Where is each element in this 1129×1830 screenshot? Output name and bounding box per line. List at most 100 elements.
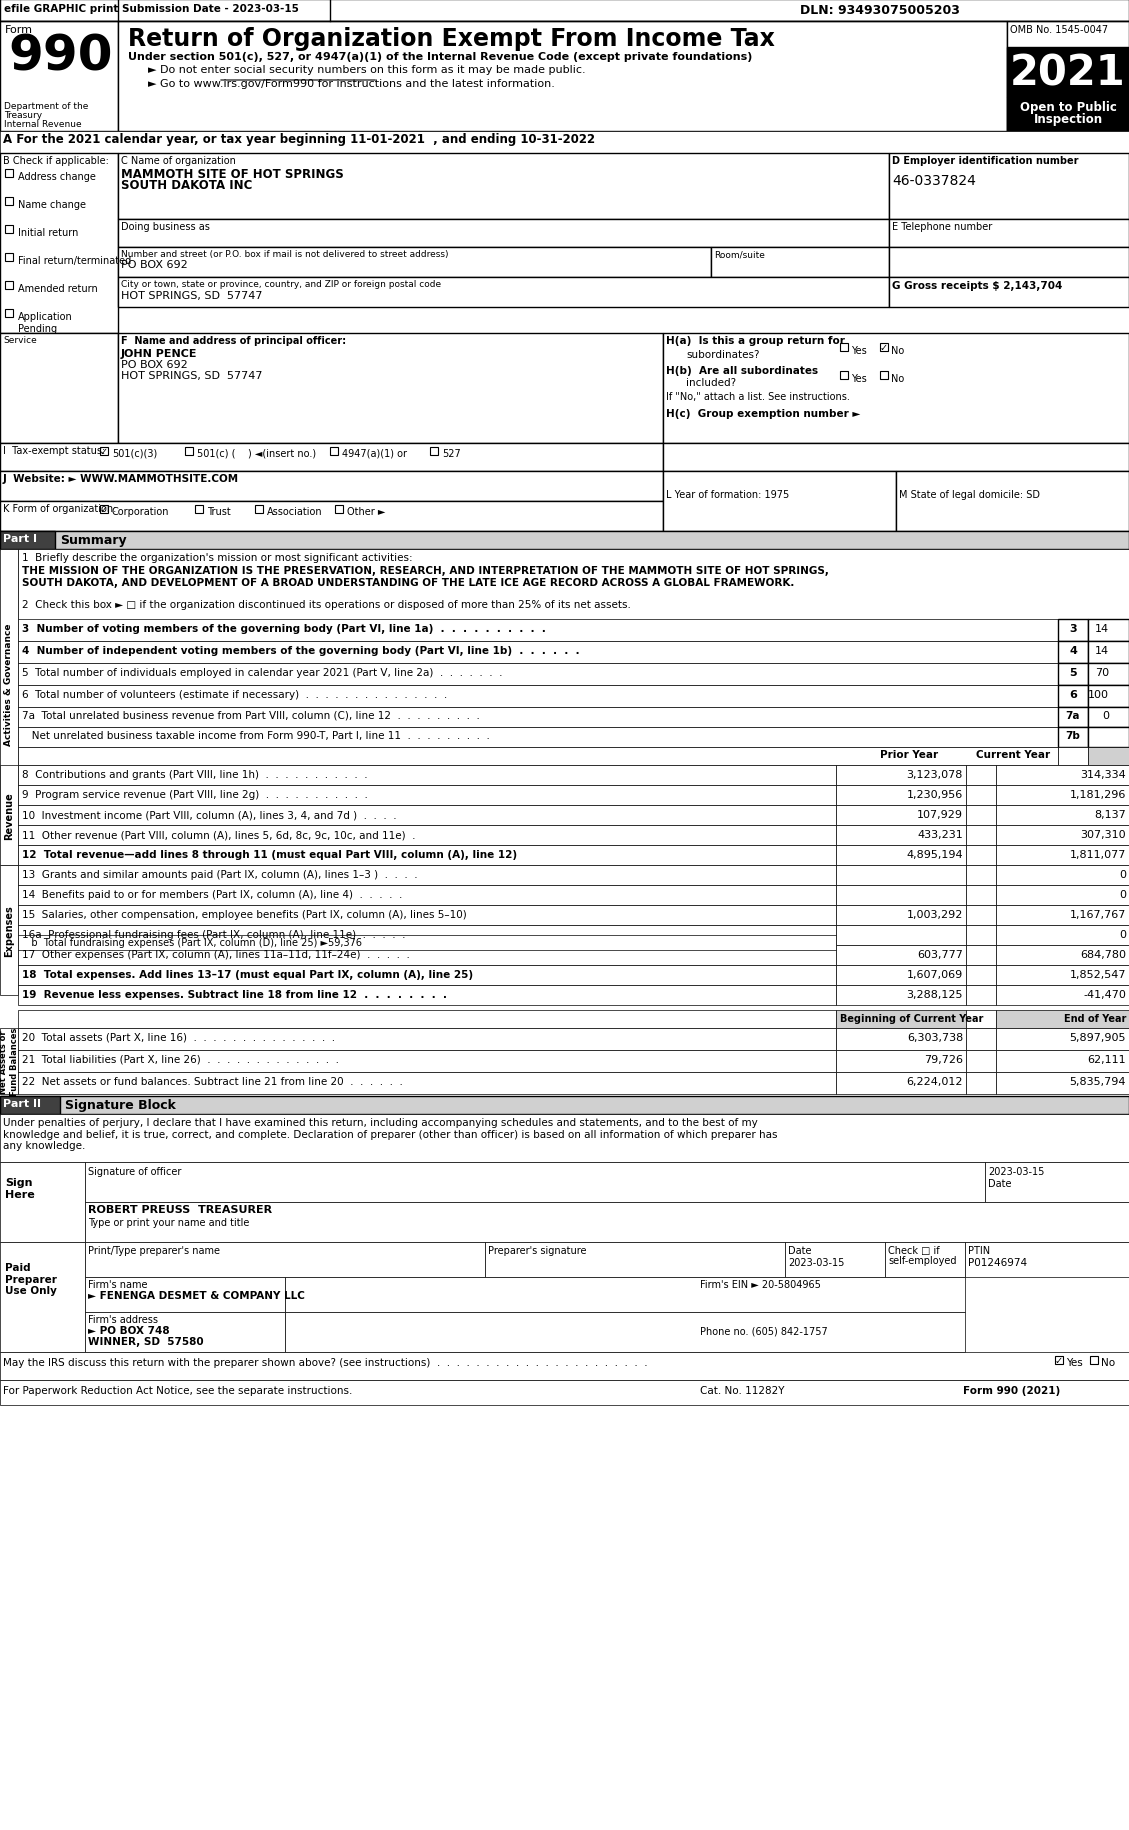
Bar: [835, 926, 966, 946]
Bar: [835, 845, 966, 866]
Text: 20  Total assets (Part X, line 16)  .  .  .  .  .  .  .  .  .  .  .  .  .  .  .: 20 Total assets (Part X, line 16) . . . …: [21, 1032, 335, 1043]
Text: Number and street (or P.O. box if mail is not delivered to street address): Number and street (or P.O. box if mail i…: [121, 251, 448, 258]
Text: Form 990 (2021): Form 990 (2021): [963, 1385, 1060, 1394]
Text: B Check if applicable:: B Check if applicable:: [3, 156, 108, 167]
Text: Preparer's signature: Preparer's signature: [488, 1246, 586, 1255]
Text: 6,303,738: 6,303,738: [907, 1032, 963, 1043]
Text: 107,929: 107,929: [917, 809, 963, 820]
Text: Under penalties of perjury, I declare that I have examined this return, includin: Under penalties of perjury, I declare th…: [3, 1118, 778, 1151]
Bar: [119, 333, 663, 443]
Text: Room/suite: Room/suite: [714, 251, 764, 258]
Text: 1,852,547: 1,852,547: [1069, 970, 1126, 979]
Text: 1,607,069: 1,607,069: [907, 970, 963, 979]
Text: Open to Public: Open to Public: [1019, 101, 1117, 113]
Text: PO BOX 692: PO BOX 692: [121, 260, 187, 269]
Text: K Form of organization:: K Form of organization:: [3, 503, 116, 514]
Bar: [889, 154, 1129, 220]
Bar: [840, 371, 848, 381]
Bar: [0, 1380, 1129, 1405]
Bar: [0, 472, 663, 501]
Text: Association: Association: [266, 507, 323, 516]
Text: self-employed: self-employed: [889, 1255, 956, 1265]
Text: Summary: Summary: [60, 534, 126, 547]
Text: 16a  Professional fundraising fees (Part IX, column (A), line 11e)  .  .  .  .  : 16a Professional fundraising fees (Part …: [21, 930, 405, 939]
Text: Date: Date: [788, 1246, 812, 1255]
Text: No: No: [1101, 1358, 1115, 1367]
Text: 2023-03-15: 2023-03-15: [788, 1257, 844, 1268]
Bar: [5, 170, 14, 178]
Text: P01246974: P01246974: [968, 1257, 1027, 1268]
Text: F  Name and address of principal officer:: F Name and address of principal officer:: [121, 337, 347, 346]
Bar: [996, 1028, 1129, 1050]
Text: E Telephone number: E Telephone number: [892, 221, 992, 232]
Bar: [18, 664, 1058, 686]
Bar: [966, 886, 996, 906]
Text: 4: 4: [1069, 646, 1077, 655]
Bar: [966, 946, 996, 966]
Bar: [996, 1050, 1129, 1072]
Text: L Year of formation: 1975: L Year of formation: 1975: [666, 490, 789, 500]
Bar: [711, 247, 889, 278]
Text: Doing business as: Doing business as: [121, 221, 210, 232]
Text: Yes: Yes: [1066, 1358, 1083, 1367]
Text: Sign
Here: Sign Here: [5, 1177, 35, 1199]
Text: No: No: [891, 373, 904, 384]
Bar: [18, 785, 835, 805]
Bar: [85, 1243, 485, 1277]
Bar: [1007, 22, 1129, 132]
Bar: [835, 825, 966, 845]
Text: Trust: Trust: [207, 507, 230, 516]
Bar: [5, 309, 14, 318]
Text: Internal Revenue: Internal Revenue: [5, 121, 81, 128]
Text: PTIN: PTIN: [968, 1246, 990, 1255]
Text: Activities & Governance: Activities & Governance: [5, 624, 14, 747]
Bar: [835, 966, 966, 986]
Bar: [663, 443, 1129, 472]
Text: 3,123,078: 3,123,078: [907, 770, 963, 780]
Text: 307,310: 307,310: [1080, 829, 1126, 840]
Bar: [255, 505, 263, 514]
Bar: [835, 886, 966, 906]
Text: End of Year: End of Year: [1064, 1014, 1126, 1023]
Text: SOUTH DAKOTA INC: SOUTH DAKOTA INC: [121, 179, 253, 192]
Bar: [785, 1243, 885, 1277]
Bar: [966, 825, 996, 845]
Bar: [996, 805, 1129, 825]
Bar: [1088, 748, 1129, 765]
Text: Current Year: Current Year: [975, 750, 1050, 759]
Text: JOHN PENCE: JOHN PENCE: [121, 350, 198, 359]
Bar: [5, 254, 14, 262]
Text: 79,726: 79,726: [924, 1054, 963, 1065]
Text: 603,777: 603,777: [917, 950, 963, 959]
Text: 5  Total number of individuals employed in calendar year 2021 (Part V, line 2a) : 5 Total number of individuals employed i…: [21, 668, 502, 677]
Bar: [996, 1072, 1129, 1094]
Bar: [835, 946, 966, 966]
Text: 6: 6: [1069, 690, 1077, 699]
Bar: [879, 371, 889, 381]
Text: DLN: 93493075005203: DLN: 93493075005203: [800, 4, 960, 16]
Bar: [835, 805, 966, 825]
Text: If "No," attach a list. See instructions.: If "No," attach a list. See instructions…: [666, 392, 850, 403]
Text: Form: Form: [5, 26, 33, 35]
Bar: [18, 1010, 835, 1028]
Bar: [18, 866, 835, 886]
Bar: [18, 935, 835, 950]
Bar: [996, 1010, 1129, 1028]
Bar: [0, 154, 119, 333]
Bar: [18, 805, 835, 825]
Bar: [485, 1243, 785, 1277]
Bar: [0, 22, 119, 132]
Text: Cat. No. 11282Y: Cat. No. 11282Y: [700, 1385, 785, 1394]
Text: Treasury: Treasury: [5, 112, 42, 121]
Bar: [966, 966, 996, 986]
Text: HOT SPRINGS, SD  57747: HOT SPRINGS, SD 57747: [121, 371, 263, 381]
Bar: [1007, 99, 1129, 132]
Text: 4  Number of independent voting members of the governing body (Part VI, line 1b): 4 Number of independent voting members o…: [21, 646, 579, 655]
Bar: [996, 906, 1129, 926]
Text: ✓: ✓: [100, 505, 108, 514]
Bar: [18, 926, 835, 946]
Bar: [966, 785, 996, 805]
Bar: [1054, 1356, 1064, 1363]
Text: M State of legal domicile: SD: M State of legal domicile: SD: [899, 490, 1040, 500]
Bar: [1088, 642, 1129, 664]
